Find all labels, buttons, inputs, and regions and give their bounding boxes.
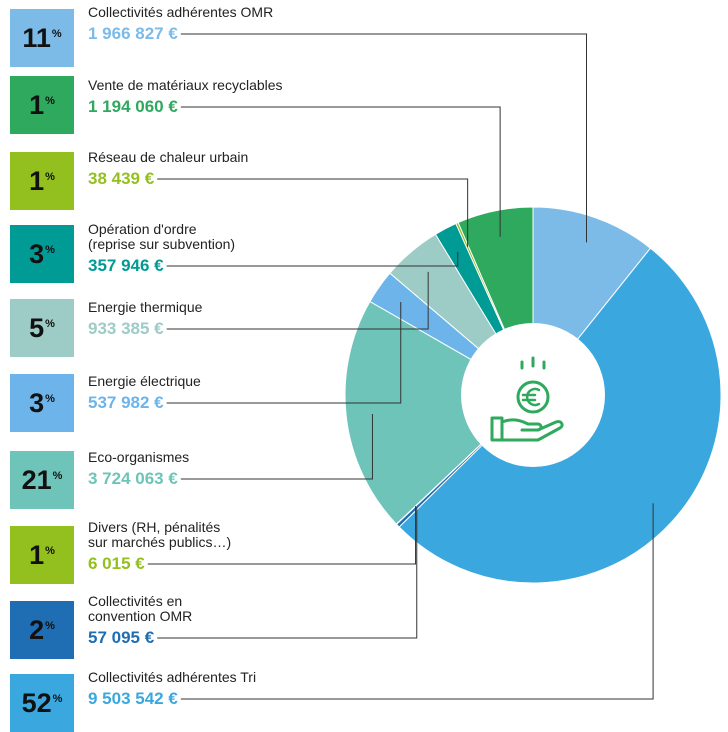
percent-sign: % bbox=[52, 693, 63, 705]
amount-label: 38 439 € bbox=[88, 169, 155, 188]
percent-box: 2% bbox=[10, 601, 74, 659]
pie-slice bbox=[344, 300, 534, 525]
percent-box: 3% bbox=[10, 374, 74, 432]
amount-label: 537 982 € bbox=[88, 393, 164, 412]
legend-entry: Energie électrique 537 982 € bbox=[88, 374, 201, 413]
percent-sign: % bbox=[45, 318, 55, 330]
percent-value: 52 bbox=[21, 687, 52, 718]
category-label: Divers (RH, pénalités sur marchés public… bbox=[88, 519, 232, 550]
leader-line bbox=[166, 251, 459, 267]
percent-value: 21 bbox=[21, 464, 52, 495]
euro bbox=[521, 387, 541, 407]
percent-sign: % bbox=[52, 470, 63, 482]
category-label: Réseau de chaleur urbain bbox=[88, 149, 249, 165]
percent-sign: % bbox=[45, 171, 55, 183]
leader-line bbox=[166, 271, 429, 330]
percent-sign: % bbox=[45, 95, 55, 107]
legend-entry: Réseau de chaleur urbain 38 439 € bbox=[88, 150, 248, 189]
legend-entry: Vente de matériaux recyclables 1 194 060 … bbox=[88, 78, 283, 117]
percent-sign: % bbox=[45, 545, 55, 557]
leader-line bbox=[157, 507, 418, 639]
leader-line bbox=[180, 503, 654, 700]
percent-value: 11 bbox=[22, 22, 51, 53]
percent-sign: % bbox=[45, 620, 55, 632]
amount-label: 9 503 542 € bbox=[88, 689, 178, 708]
amount-label: 1 966 827 € bbox=[88, 24, 178, 43]
percent-box: 1% bbox=[10, 526, 74, 584]
coin bbox=[516, 380, 550, 414]
legend-entry: Divers (RH, pénalités sur marchés public… bbox=[88, 520, 231, 574]
percent-box: 1% bbox=[10, 152, 74, 210]
leader-line bbox=[180, 106, 501, 237]
amount-label: 3 724 063 € bbox=[88, 469, 178, 488]
percent-sign: % bbox=[45, 393, 55, 405]
amount-label: 57 095 € bbox=[88, 628, 155, 647]
amount-label: 933 385 € bbox=[88, 319, 164, 338]
leader-line bbox=[166, 301, 402, 404]
legend-entry: Eco-organismes 3 724 063 € bbox=[88, 450, 189, 489]
percent-box: 11% bbox=[10, 9, 74, 67]
percent-value: 1 bbox=[29, 539, 45, 570]
leader-line bbox=[180, 414, 373, 480]
percent-sign: % bbox=[45, 244, 55, 256]
legend-entry: Energie thermique 933 385 € bbox=[88, 300, 202, 339]
category-label: Eco-organismes bbox=[88, 449, 190, 465]
percent-value: 2 bbox=[29, 614, 45, 645]
percent-value: 3 bbox=[29, 238, 45, 269]
percent-value: 1 bbox=[29, 89, 45, 120]
category-label: Energie thermique bbox=[88, 299, 203, 315]
percent-box: 5% bbox=[10, 299, 74, 357]
percent-value: 3 bbox=[29, 387, 45, 418]
category-label: Vente de matériaux recyclables bbox=[88, 77, 283, 93]
hand bbox=[490, 416, 564, 442]
legend-entry: Collectivités adhérentes OMR 1 966 827 € bbox=[88, 5, 273, 44]
leader-line bbox=[147, 506, 417, 565]
percent-value: 1 bbox=[29, 165, 45, 196]
rays bbox=[520, 356, 546, 370]
amount-label: 357 946 € bbox=[88, 256, 164, 275]
percent-box: 3% bbox=[10, 225, 74, 283]
percent-value: 5 bbox=[29, 312, 45, 343]
legend-entry: Opération d'ordre (reprise sur subventio… bbox=[88, 222, 235, 276]
money-icon bbox=[490, 356, 564, 442]
legend-entry: Collectivités en convention OMR 57 095 € bbox=[88, 594, 192, 648]
legend-entry: Collectivités adhérentes Tri 9 503 542 € bbox=[88, 670, 256, 709]
amount-label: 6 015 € bbox=[88, 554, 145, 573]
percent-box: 52% bbox=[10, 674, 74, 732]
category-label: Collectivités adhérentes OMR bbox=[88, 4, 274, 20]
percent-box: 1% bbox=[10, 76, 74, 134]
category-label: Energie électrique bbox=[88, 373, 201, 389]
leader-line bbox=[180, 33, 588, 243]
amount-label: 1 194 060 € bbox=[88, 97, 178, 116]
percent-box: 21% bbox=[10, 451, 74, 509]
category-label: Collectivités adhérentes Tri bbox=[88, 669, 257, 685]
category-label: Collectivités en convention OMR bbox=[88, 593, 193, 624]
category-label: Opération d'ordre (reprise sur subventio… bbox=[88, 221, 236, 252]
percent-sign: % bbox=[51, 28, 62, 40]
leader-line bbox=[157, 178, 469, 248]
